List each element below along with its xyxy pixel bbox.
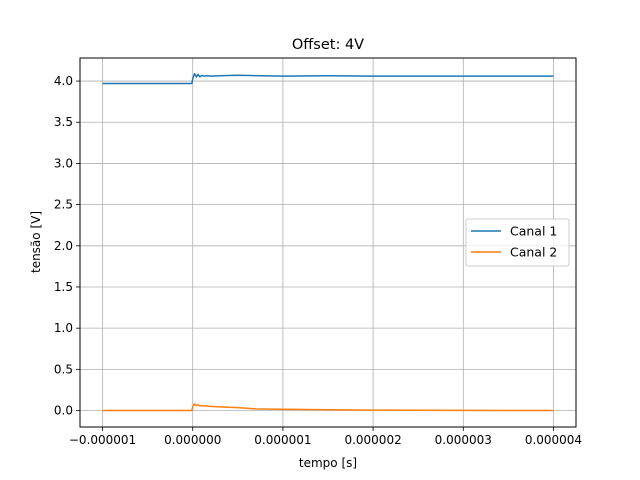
series-line-2 [102,403,554,412]
y-tick-label: 4.0 [54,74,73,88]
x-tick-label: −0.000001 [69,433,136,447]
legend-label: Canal 1 [510,224,557,239]
series-layer [102,72,554,412]
y-tick-label: 0.5 [54,362,73,376]
y-tick-label: 1.5 [54,280,73,294]
y-tick-label: 1.0 [54,321,73,335]
chart-title: Offset: 4V [292,37,364,53]
y-axis-label: tensão [V] [29,211,43,273]
plot-frame [79,57,577,428]
x-tick-label: 0.000000 [164,433,221,447]
y-tick-label: 2.0 [54,239,73,253]
series-line-1 [102,72,554,85]
y-tick-label: 3.0 [54,156,73,170]
x-tick-label: 0.000001 [254,433,311,447]
legend: Canal 1 Canal 2 [465,218,570,267]
legend-label: Canal 2 [510,245,557,260]
y-axis-ticks: 0.0 0.5 1.0 1.5 2.0 2.5 3.0 3.5 4.0 [54,74,80,418]
y-tick-label: 2.5 [54,198,73,212]
x-axis-label: tempo [s] [299,456,357,470]
y-tick-label: 0.0 [54,404,73,418]
x-tick-label: 0.000002 [344,433,401,447]
y-tick-label: 3.5 [54,115,73,129]
x-tick-label: 0.000004 [525,433,582,447]
x-tick-label: 0.000003 [435,433,492,447]
x-axis-ticks: −0.000001 0.000000 0.000001 0.000002 0.00000… [69,427,582,447]
